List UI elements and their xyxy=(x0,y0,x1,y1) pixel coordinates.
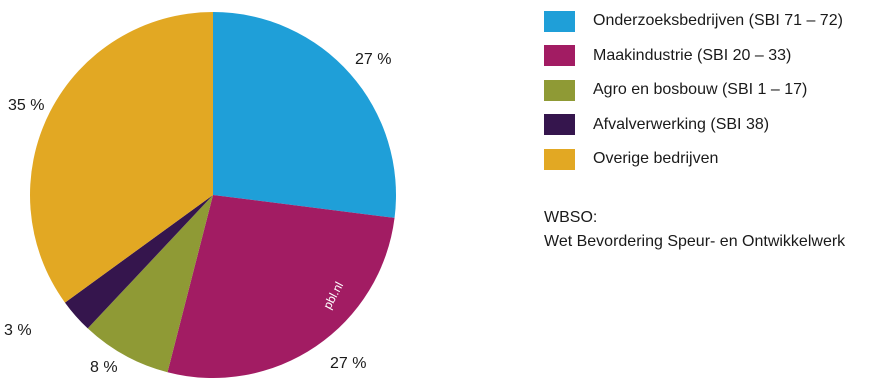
pie-slice-agro-en-bosbouw xyxy=(87,195,213,373)
legend-label: Onderzoeksbedrijven (SBI 71 – 72) xyxy=(593,12,843,29)
note-line-2: Wet Bevordering Speur- en Ontwikkelwerk xyxy=(544,233,846,250)
legend-item-overige-bedrijven: Overige bedrijven xyxy=(544,144,843,174)
pie-slice-afvalverwerking xyxy=(64,195,213,329)
note-line-1: WBSO: xyxy=(544,209,598,226)
legend-item-afvalverwerking: Afvalverwerking (SBI 38) xyxy=(544,110,843,140)
wbso-note: WBSO: Wet Bevordering Speur- en Ontwikke… xyxy=(544,206,845,254)
legend-swatch xyxy=(544,45,575,66)
pie-slice-overige-bedrijven xyxy=(29,12,213,303)
legend-label: Afvalverwerking (SBI 38) xyxy=(593,115,770,133)
slice-label-afvalverwerking: 3 % xyxy=(4,322,32,339)
legend-label: Agro en bosbouw (SBI 1 – 17) xyxy=(593,81,808,98)
slice-label-overige-bedrijven: 35 % xyxy=(8,97,44,114)
legend-item-maakindustrie: Maakindustrie (SBI 20 – 33) xyxy=(544,41,843,71)
pie-slice-maakindustrie xyxy=(167,195,395,378)
legend-swatch xyxy=(544,114,575,135)
slice-label-maakindustrie: 27 % xyxy=(330,355,366,372)
legend-item-onderzoeksbedrijven: Onderzoeksbedrijven (SBI 71 – 72) xyxy=(544,6,843,36)
legend: Onderzoeksbedrijven (SBI 71 – 72) Maakin… xyxy=(544,6,843,179)
legend-swatch xyxy=(544,10,575,32)
slice-label-onderzoeksbedrijven: 27 % xyxy=(355,51,391,68)
legend-swatch xyxy=(544,79,575,101)
legend-label: Maakindustrie (SBI 20 – 33) xyxy=(593,46,792,64)
pie-chart: 27 %27 %8 %3 %35 % pbl.nl xyxy=(4,12,396,378)
legend-swatch xyxy=(544,148,575,170)
legend-item-agro-en-bosbouw: Agro en bosbouw (SBI 1 – 17) xyxy=(544,75,843,105)
legend-label: Overige bedrijven xyxy=(593,150,719,167)
slice-label-agro-en-bosbouw: 8 % xyxy=(90,359,118,376)
pie-slice-onderzoeksbedrijven xyxy=(213,12,396,218)
